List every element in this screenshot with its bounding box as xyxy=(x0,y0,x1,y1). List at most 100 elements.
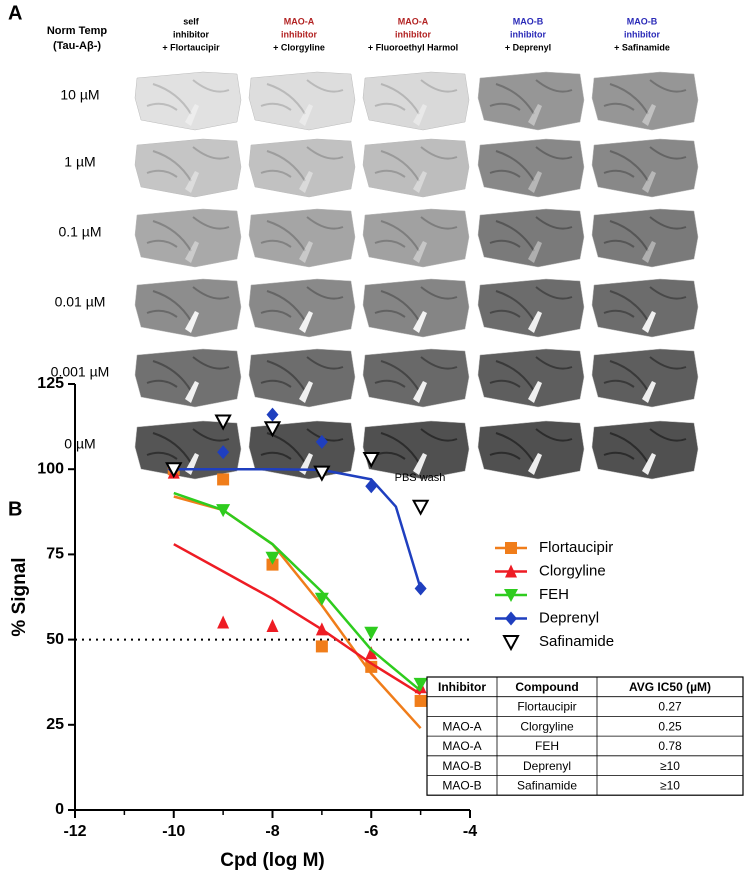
tissue-image xyxy=(248,348,356,408)
tissue-texture xyxy=(489,356,573,392)
marker xyxy=(214,414,232,431)
tissue-image xyxy=(248,71,356,131)
table-cell: 0.78 xyxy=(658,739,682,753)
tissue-texture xyxy=(374,79,458,115)
marker xyxy=(165,462,183,479)
tissue-texture xyxy=(603,428,687,464)
tissue-image xyxy=(362,71,470,131)
tissue-gap xyxy=(528,381,542,403)
tissue-gap xyxy=(528,241,542,263)
table-header: AVG IC50 (µM) xyxy=(629,680,711,694)
tissue-texture xyxy=(146,286,230,322)
tissue-image xyxy=(477,208,585,268)
marker xyxy=(265,551,280,565)
table-cell: FEH xyxy=(535,739,559,753)
tissue-texture xyxy=(603,356,687,392)
column-header: + Deprenyl xyxy=(505,42,551,52)
tissue-texture xyxy=(489,286,573,322)
table-cell: MAO-B xyxy=(442,779,481,793)
legend-label: Safinamide xyxy=(539,633,614,650)
y-tick-label: 125 xyxy=(37,375,64,392)
x-tick-label: -4 xyxy=(463,823,477,840)
tissue-image xyxy=(477,278,585,338)
tissue-image xyxy=(134,348,242,408)
marker xyxy=(364,626,379,640)
y-axis-label: % Signal xyxy=(9,557,30,636)
tissue-texture xyxy=(260,146,344,182)
tissue-image xyxy=(477,71,585,131)
tissue-image xyxy=(248,208,356,268)
tissue-gap xyxy=(413,453,427,475)
table-cell: Flortaucipir xyxy=(517,700,576,714)
tissue-image xyxy=(362,420,470,480)
tissue-gap xyxy=(642,104,656,126)
tissue-gap xyxy=(299,104,313,126)
tissue-texture xyxy=(603,79,687,115)
column-header: inhibitor xyxy=(624,29,660,39)
tissue-image xyxy=(591,278,699,338)
column-header: inhibitor xyxy=(395,29,431,39)
legend-label: Deprenyl xyxy=(539,609,599,626)
tissue-image xyxy=(591,348,699,408)
tissue-gap xyxy=(413,104,427,126)
column-header: MAO-B xyxy=(513,16,544,26)
marker xyxy=(266,407,279,422)
column-header: + Safinamide xyxy=(614,42,670,52)
marker xyxy=(314,592,329,606)
table-cell: MAO-B xyxy=(442,759,481,773)
table-cell: Safinamide xyxy=(517,779,577,793)
tissue-image xyxy=(362,138,470,198)
table-cell: MAO-A xyxy=(442,739,481,753)
column-header: + Flortaucipir xyxy=(162,42,220,52)
row-label: 0.001 µM xyxy=(51,364,110,380)
tissue-gap xyxy=(299,241,313,263)
tissue-gap xyxy=(413,311,427,333)
column-header: MAO-A xyxy=(284,16,315,26)
tissue-image xyxy=(362,278,470,338)
tissue-texture xyxy=(146,428,230,464)
row-label: 10 µM xyxy=(60,87,99,103)
table-header: Compound xyxy=(515,680,578,694)
table-cell: ≥10 xyxy=(660,759,680,773)
table-cell: Deprenyl xyxy=(523,759,571,773)
y-tick-label: 0 xyxy=(55,801,64,818)
tissue-texture xyxy=(146,216,230,252)
tissue-gap xyxy=(185,171,199,193)
tissue-gap xyxy=(642,241,656,263)
tissue-texture xyxy=(146,146,230,182)
tissue-image xyxy=(591,138,699,198)
column-header: inhibitor xyxy=(510,29,546,39)
tissue-gap xyxy=(642,311,656,333)
tissue-gap xyxy=(299,171,313,193)
tissue-texture xyxy=(146,356,230,392)
row-label: 0.1 µM xyxy=(58,224,101,240)
marker xyxy=(414,581,427,596)
tissue-image xyxy=(477,420,585,480)
row-header: Norm Temp xyxy=(47,25,108,37)
marker xyxy=(217,615,230,629)
marker xyxy=(266,618,279,632)
tissue-texture xyxy=(489,146,573,182)
tissue-image xyxy=(362,348,470,408)
panel-label: A xyxy=(8,2,22,24)
tissue-texture xyxy=(260,286,344,322)
tissue-texture xyxy=(603,146,687,182)
footnote: PBS wash xyxy=(395,472,446,484)
legend-marker xyxy=(505,542,517,554)
marker xyxy=(362,451,380,469)
panel-label: B xyxy=(8,498,22,520)
y-tick-label: 100 xyxy=(37,460,64,477)
tissue-gap xyxy=(185,381,199,403)
tissue-image xyxy=(134,278,242,338)
tissue-gap xyxy=(528,171,542,193)
table-header: Inhibitor xyxy=(438,680,486,694)
legend-marker xyxy=(502,635,520,652)
tissue-image xyxy=(591,71,699,131)
column-header: MAO-A xyxy=(398,16,429,26)
column-header: + Fluoroethyl Harmol xyxy=(368,42,458,52)
tissue-gap xyxy=(642,381,656,403)
marker xyxy=(315,434,328,449)
tissue-texture xyxy=(260,216,344,252)
x-tick-label: -8 xyxy=(265,823,279,840)
